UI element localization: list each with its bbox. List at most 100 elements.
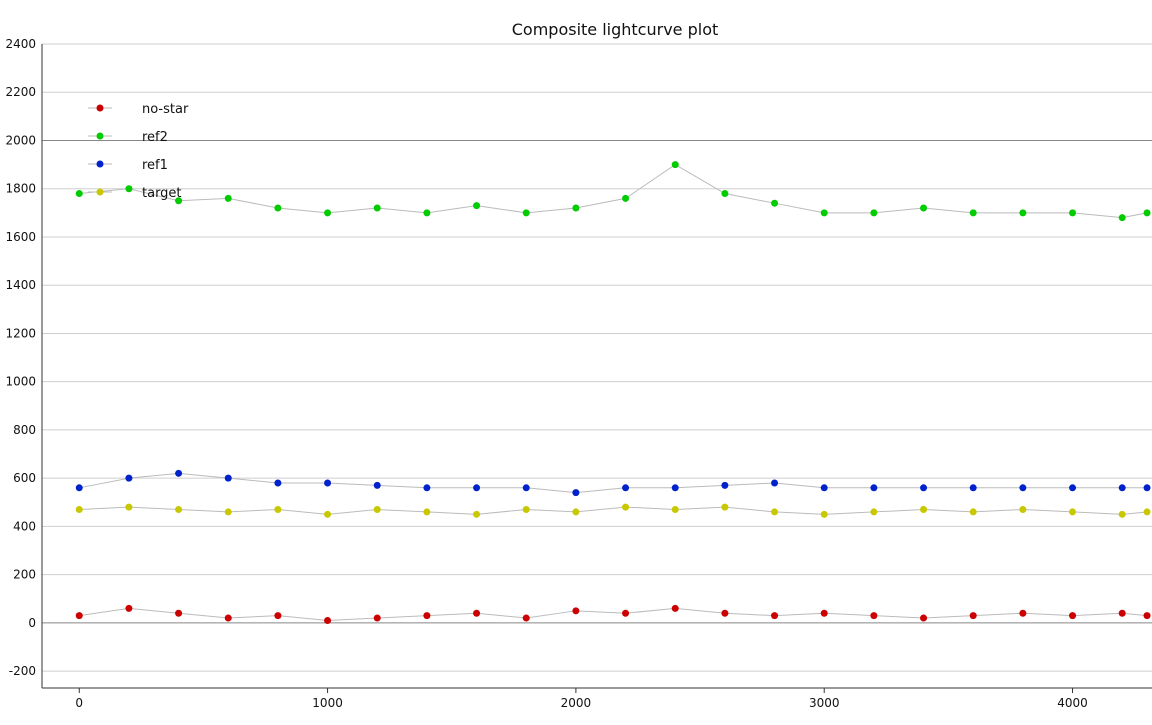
x-tick-label: 4000 [1057,696,1088,710]
data-point [522,484,530,492]
data-point [920,204,928,212]
y-tick-label: 800 [13,423,36,437]
data-point [473,202,481,210]
y-tick-label: 1400 [5,278,36,292]
data-point [324,510,332,518]
data-point [1069,508,1077,516]
data-point [423,484,431,492]
data-point [274,612,282,620]
y-tick-label: 400 [13,519,36,533]
data-point [969,209,977,217]
data-point [175,197,183,205]
data-point [75,484,83,492]
y-tick-label: 600 [13,471,36,485]
data-point [1143,484,1151,492]
legend-label: target [142,186,182,201]
data-point [721,503,729,511]
data-point [522,209,530,217]
data-point [1143,612,1151,620]
y-tick-label: 2400 [5,37,36,51]
data-point [75,612,83,620]
y-tick-label: 1600 [5,230,36,244]
data-point [920,506,928,514]
data-point [820,209,828,217]
legend-label: no-star [142,102,189,117]
data-point [125,474,133,482]
data-point [1019,484,1027,492]
data-point [274,506,282,514]
data-point [1019,209,1027,217]
series-line [79,164,1148,219]
data-point [175,506,183,514]
y-tick-label: 200 [13,568,36,582]
series-line [79,472,1148,494]
data-point [969,508,977,516]
data-point [771,508,779,516]
data-point [771,199,779,207]
data-point [373,614,381,622]
data-point [1143,508,1151,516]
data-point [274,204,282,212]
data-point [224,614,232,622]
data-point [969,612,977,620]
data-point [473,510,481,518]
data-point [1069,612,1077,620]
data-point [622,194,630,202]
data-point [423,209,431,217]
data-point [274,479,282,487]
legend-label: ref1 [142,158,168,173]
data-point [721,609,729,617]
data-point [1118,484,1126,492]
data-point [572,508,580,516]
data-point [324,616,332,624]
data-point [622,609,630,617]
series-line [79,506,1148,515]
data-point [423,612,431,620]
data-point [373,481,381,489]
data-point [820,510,828,518]
data-point [870,612,878,620]
data-point [1118,510,1126,518]
data-point [75,190,83,198]
data-point [572,204,580,212]
data-point [522,614,530,622]
y-tick-label: 1200 [5,326,36,340]
data-point [1069,209,1077,217]
legend-label: ref2 [142,130,168,145]
data-point [473,484,481,492]
data-point [75,506,83,514]
data-point [324,479,332,487]
y-tick-label: 1800 [5,182,36,196]
data-point [870,484,878,492]
data-point [721,190,729,198]
data-point [671,484,679,492]
y-tick-label: 1000 [5,375,36,389]
data-point [224,508,232,516]
data-point [820,609,828,617]
data-point [1143,209,1151,217]
y-tick-label: -200 [9,664,36,678]
data-point [1118,609,1126,617]
data-point [969,484,977,492]
data-point [671,506,679,514]
legend-marker [96,132,104,140]
data-point [622,503,630,511]
data-point [572,607,580,615]
x-tick-label: 0 [75,696,83,710]
data-point [820,484,828,492]
y-tick-label: 0 [28,616,36,630]
data-point [125,185,133,193]
data-point [125,604,133,612]
data-point [522,506,530,514]
x-tick-label: 2000 [561,696,592,710]
data-point [671,161,679,169]
legend-marker [96,188,104,196]
data-point [473,609,481,617]
x-tick-label: 3000 [809,696,840,710]
data-point [920,614,928,622]
data-point [920,484,928,492]
chart-title: Composite lightcurve plot [511,20,719,39]
data-point [175,469,183,477]
data-point [721,481,729,489]
